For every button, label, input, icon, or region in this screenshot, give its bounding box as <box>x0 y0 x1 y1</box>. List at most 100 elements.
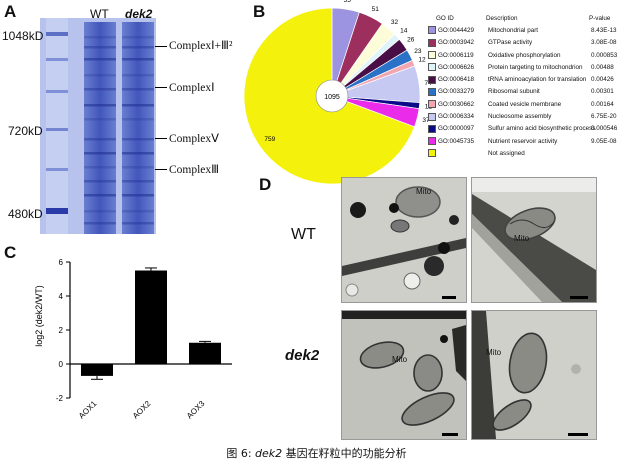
gel-band <box>84 36 116 39</box>
bar <box>189 342 221 364</box>
legend-row: GO:0003942 GTPase activity 3.08E-08 <box>428 37 633 49</box>
pie-slice-label: 14 <box>400 28 408 35</box>
legend-row: GO:0006626 Protein targeting to mitochond… <box>428 61 633 73</box>
y-tick-label: 0 <box>59 360 64 369</box>
legend-row: GO:0000097 Sulfur amino acid biosynthetic… <box>428 123 633 135</box>
gel-band <box>84 138 116 141</box>
pie-slice-label: 55 <box>344 0 352 4</box>
gel-band <box>122 118 154 121</box>
x-tick-label: AOX1 <box>77 399 99 421</box>
complex-label-iii: ComplexⅢ <box>169 164 220 176</box>
scale-bar-wt-1 <box>442 296 456 299</box>
panel-a-letter: A <box>4 2 17 21</box>
lane-label-wt: WT <box>90 7 109 21</box>
legend-description: Mitochondrial part <box>488 26 539 34</box>
gel-band <box>84 118 116 121</box>
gel-band <box>122 166 154 169</box>
gel-band <box>84 74 116 77</box>
legend-description: Not assigned <box>488 149 525 157</box>
legend-p-value: 0.00426 <box>591 76 614 84</box>
em-image-dek2-1: Mito <box>341 310 467 440</box>
pie-slice-label: 759 <box>264 136 275 143</box>
legend-go-id: GO:0006334 <box>438 113 475 121</box>
bar <box>135 270 167 364</box>
complex-label-i-iii2: ComplexⅠ+Ⅲ² <box>169 40 233 52</box>
gel-band <box>84 46 116 49</box>
legend-p-value: 6.75E-20 <box>591 113 617 121</box>
legend-row: GO:0030662 Coated vesicle membrane 0.00164 <box>428 98 633 110</box>
gel-band <box>122 138 154 141</box>
aox-bar-chart: log2 (dek2/WT) -2 0 2 4 6 AOX1 AOX2 AOX3 <box>34 258 232 421</box>
gel-band <box>122 58 154 61</box>
y-tick-label: -2 <box>56 394 64 403</box>
legend-p-value: 0.00301 <box>591 88 614 96</box>
gel-band <box>84 210 116 213</box>
gel-band <box>122 74 154 77</box>
em-image-wt-2: Mito <box>471 177 597 303</box>
gel-band <box>122 180 154 183</box>
legend-description: Oxidative phosphorylation <box>488 51 561 59</box>
mito-label-wt-2: Mito <box>514 234 530 243</box>
legend-header-id: GO ID <box>436 14 454 22</box>
legend-go-id: GO:0006119 <box>438 51 474 59</box>
figure-caption: 图 6: dek2 基因在籽粒中的功能分析 <box>0 445 633 461</box>
legend-description: Nucleosome assembly <box>488 113 552 121</box>
scale-bar-dek2-2 <box>568 433 588 436</box>
legend-description: Coated vesicle membrane <box>488 100 562 108</box>
legend-description: Protein targeting to mitochondrion <box>488 63 583 71</box>
pie-slice-label: 23 <box>414 48 422 55</box>
panel-b-letter: B <box>253 2 266 21</box>
gel-band <box>84 222 116 225</box>
legend-go-id: GO:0030662 <box>438 100 475 108</box>
complex-pointer-3 <box>155 138 167 139</box>
gel-band <box>122 36 154 39</box>
complex-pointer-2 <box>155 87 167 88</box>
x-tick-label: AOX2 <box>131 399 153 421</box>
gel-band <box>84 166 116 169</box>
y-tick-label: 2 <box>59 326 64 335</box>
row-label-wt: WT <box>291 226 316 243</box>
gel-band <box>122 194 154 197</box>
legend-p-value: 3.08E-08 <box>591 39 617 47</box>
row-label-dek2: dek2 <box>285 347 320 364</box>
em-image-dek2-2: Mito <box>471 310 597 440</box>
pie-slice-label: 37 <box>422 117 430 124</box>
pie-center-hole <box>315 79 349 113</box>
y-tick-label: 6 <box>59 258 64 267</box>
legend-swatch <box>428 26 436 35</box>
legend-swatch <box>428 100 436 109</box>
scale-bar-dek2-1 <box>442 433 458 436</box>
legend-p-value: 0.00164 <box>591 100 614 108</box>
legend-go-id: GO:0000097 <box>438 125 475 133</box>
legend-swatch <box>428 124 436 133</box>
em-image-wt-1: Mito <box>341 177 467 303</box>
legend-header: GO ID Description P-value <box>428 12 633 24</box>
mito-label-dek2-1: Mito <box>392 355 408 364</box>
marker-480: 480kD <box>8 207 43 221</box>
legend-swatch <box>428 75 436 84</box>
legend-swatch <box>428 87 436 96</box>
legend-row: GO:0006119 Oxidative phosphorylation 0.000… <box>428 49 633 61</box>
legend-swatch <box>428 112 436 121</box>
legend-row: GO:0006334 Nucleosome assembly 6.75E-20 <box>428 110 633 122</box>
mito-label-wt-1: Mito <box>416 187 432 196</box>
legend-description: GTPase activity <box>488 39 533 47</box>
legend-row: GO:0033279 Ribosomal subunit 0.00301 <box>428 86 633 98</box>
y-tick-label: 4 <box>59 292 64 301</box>
legend-description: Sulfur amino acid biosynthetic process <box>488 125 596 133</box>
legend-p-value: 9.05E-08 <box>591 137 617 145</box>
complex-label-i: ComplexⅠ <box>169 82 215 94</box>
legend-swatch <box>428 38 436 47</box>
legend-swatch <box>428 63 436 72</box>
caption-suffix: 基因在籽粒中的功能分析 <box>282 447 407 460</box>
gel-band <box>84 104 116 107</box>
lane-label-dek2: dek2 <box>125 7 153 21</box>
panel-d-letter: D <box>259 175 272 194</box>
complex-pointer-1 <box>155 46 167 47</box>
legend-go-id: GO:0006626 <box>438 63 475 71</box>
mito-label-dek2-2: Mito <box>486 348 502 357</box>
legend-go-id: GO:0006418 <box>438 76 475 84</box>
legend-row: GO:0045735 Nutrient reservoir activity 9.0… <box>428 135 633 147</box>
go-legend: GO ID Description P-value GO:0044429 Mito… <box>428 12 633 160</box>
go-pie-chart: 1095 55513214262312741237759 <box>243 0 432 185</box>
